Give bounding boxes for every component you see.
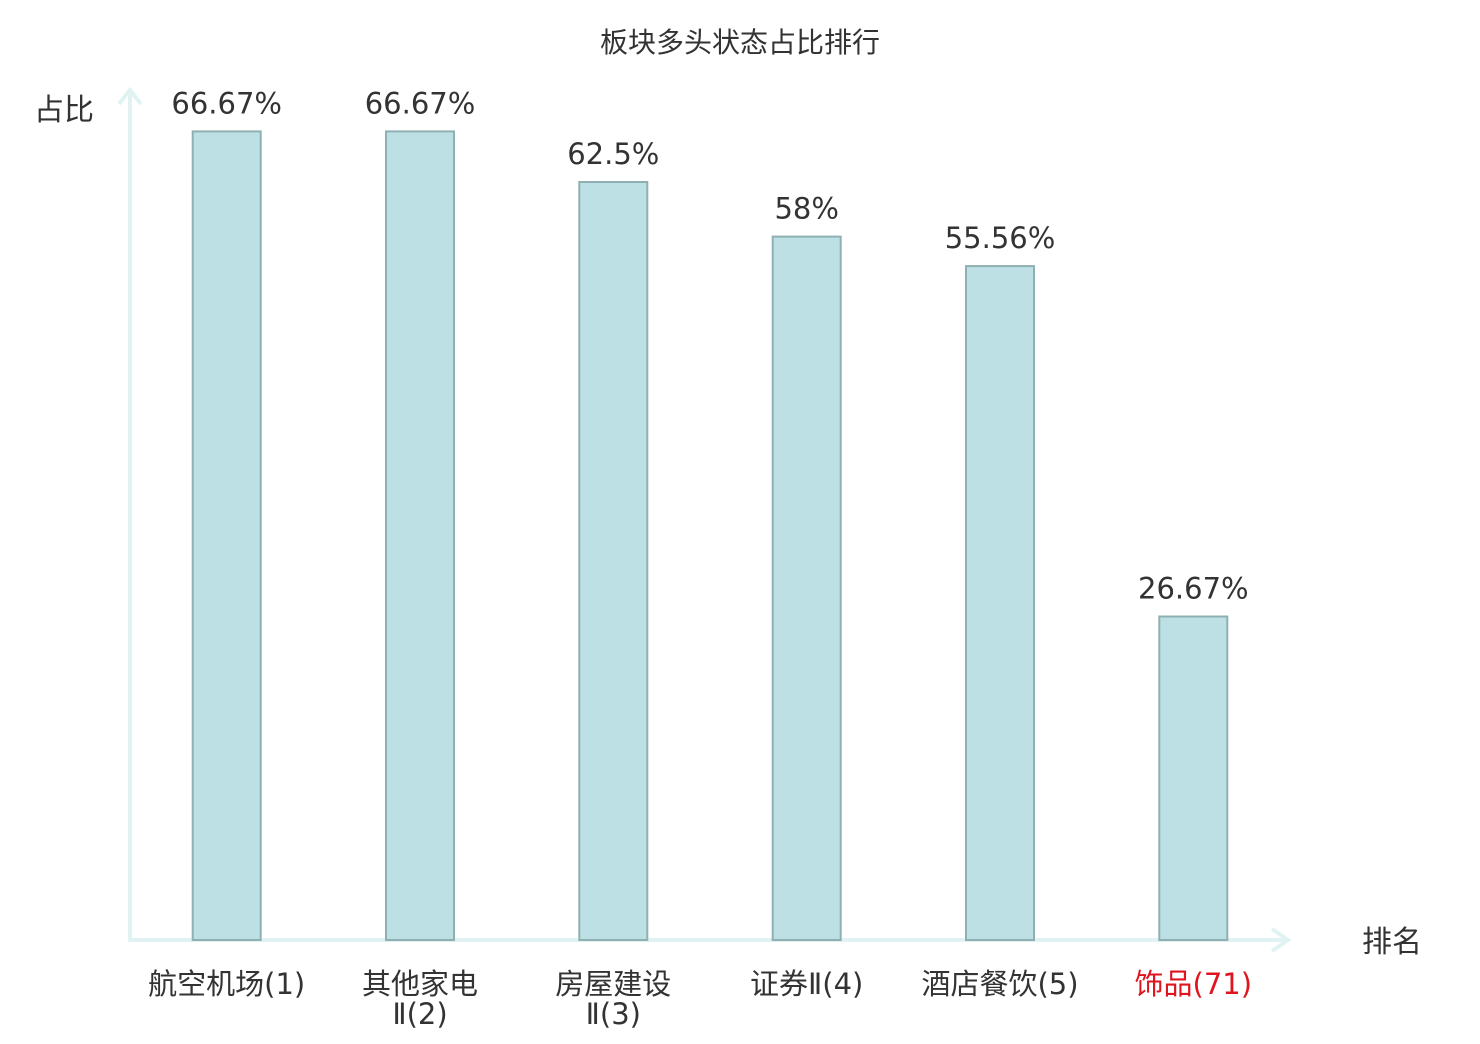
x-tick-label: 房屋建设: [555, 967, 671, 1001]
bars: [191, 130, 1229, 942]
x-axis-arrow: [1270, 927, 1292, 953]
y-axis-arrow: [117, 86, 143, 106]
x-tick-label: 其他家电: [362, 967, 478, 1001]
x-tick-label: Ⅱ(2): [392, 997, 447, 1031]
bar-value-label: 58%: [774, 192, 838, 226]
bar: [965, 265, 1035, 942]
x-axis-label: 排名: [1362, 925, 1422, 960]
bar: [191, 130, 262, 941]
bar-value-label: 55.56%: [945, 221, 1056, 255]
value-labels: 66.67% 66.67% 62.5% 58% 55.56% 26.67%: [171, 86, 1248, 605]
bar-value-label: 66.67%: [365, 86, 476, 120]
bar-value-label: 26.67%: [1138, 572, 1249, 606]
x-tick-label: Ⅱ(3): [586, 997, 641, 1031]
bar-value-label: 66.67%: [171, 86, 282, 120]
bar: [385, 130, 455, 941]
x-tick-label: 证券Ⅱ(4): [750, 967, 863, 1001]
bar: [1158, 615, 1229, 941]
x-tick-label: 饰品(71): [1135, 967, 1253, 1001]
bar: [578, 181, 649, 941]
bar-value-label: 62.5%: [567, 137, 659, 171]
y-axis-label: 占比: [34, 93, 94, 128]
x-tick-label: 酒店餐饮(5): [921, 967, 1078, 1001]
bar: [771, 235, 842, 942]
x-tick-label: 航空机场(1): [148, 967, 305, 1001]
chart-title: 板块多头状态占比排行: [600, 26, 880, 59]
x-axis: [128, 927, 1292, 953]
y-axis: [117, 86, 143, 940]
